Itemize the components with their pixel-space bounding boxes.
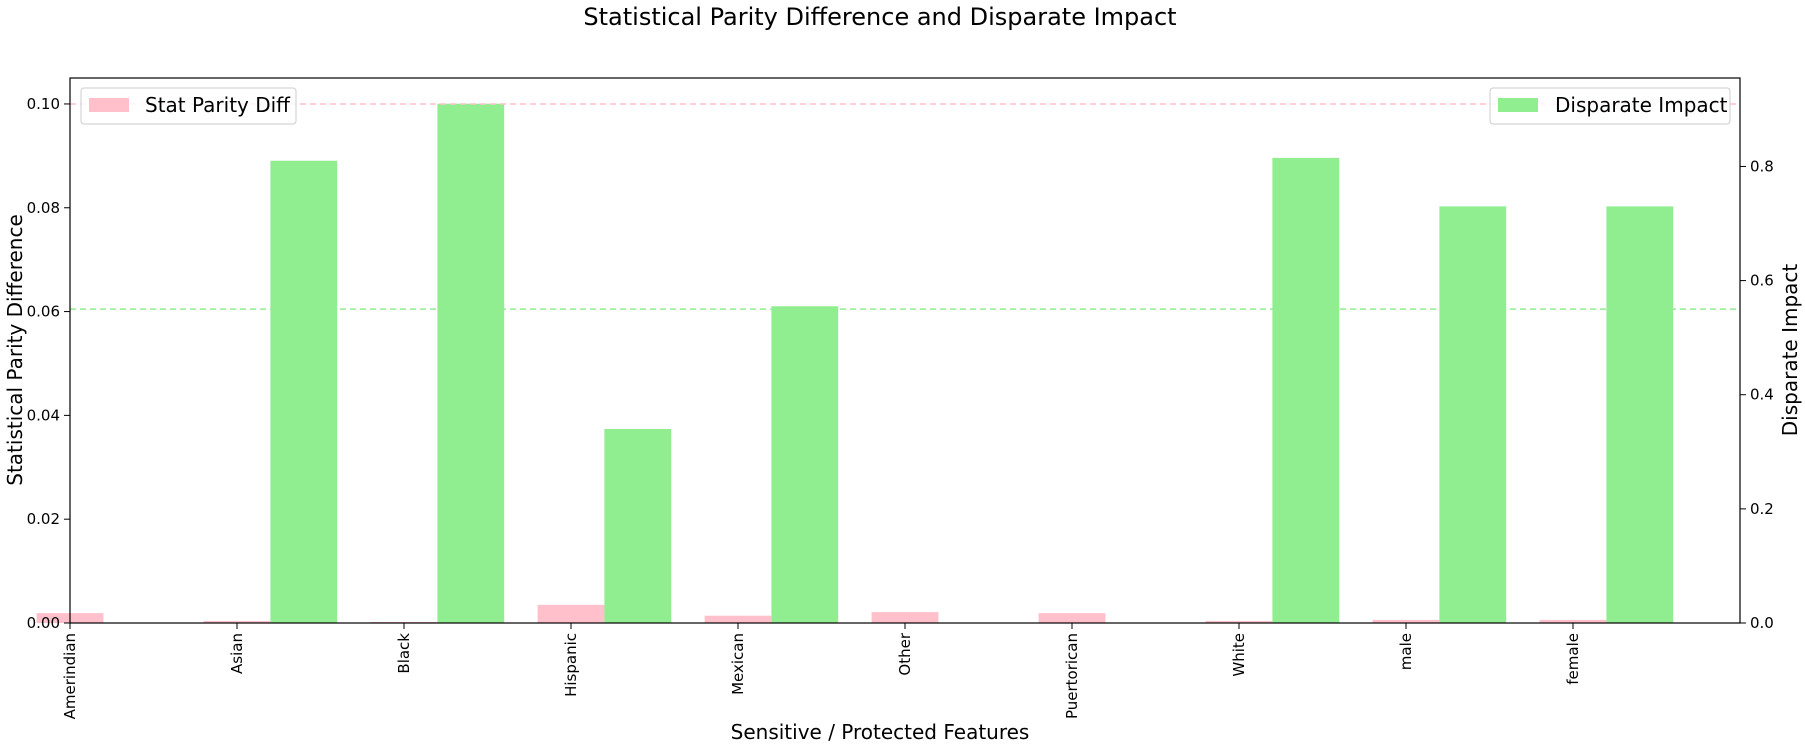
legend-swatch-disparate-impact [1498,98,1538,112]
bar-disparate-impact-male [1439,206,1507,623]
bar-disparate-impact-black [437,103,505,624]
x-tick-label-amerindian: Amerindian [61,633,79,719]
chart-title: Statistical Parity Difference and Dispar… [583,3,1176,31]
x-tick-label-male: male [1397,633,1415,670]
bar-stat-parity-diff-female [1539,619,1607,623]
legend-left-box [80,87,297,125]
bar-disparate-impact-mexican [771,306,839,623]
legend-label-disparate-impact: Disparate Impact [1555,93,1728,117]
x-tick-label-hispanic: Hispanic [562,633,580,697]
bar-stat-parity-diff-hispanic [537,604,605,623]
y-tick-label-left: 0.00 [27,614,60,632]
bar-disparate-impact-white [1272,157,1340,623]
plot-area: 0.00 0.02 0.04 0.06 0.08 0.10 0.0 0.2 0.4 0.6 0.8 A… [27,77,1774,719]
y-axis-label-left: Statistical Parity Difference [3,214,27,486]
bar-stat-parity-diff-asian [203,620,271,623]
y-tick-label-left: 0.04 [27,406,60,424]
legend-right-box [1489,87,1731,125]
y-tick-label-left: 0.06 [27,303,60,321]
y-tick-label-right: 0.4 [1750,386,1774,404]
y-tick-label-right: 0.2 [1750,500,1774,518]
x-tick-label-puertorican: Puertorican [1063,633,1081,719]
y-tick-label-left: 0.08 [27,199,60,217]
legend-swatch-stat-parity-diff [89,98,129,112]
x-tick-label-white: White [1230,633,1248,677]
x-tick-label-black: Black [395,633,413,674]
bar-stat-parity-diff-white [1205,620,1273,623]
x-tick-label-female: female [1564,633,1582,685]
y-tick-label-left: 0.10 [27,95,60,113]
y-axis-label-right: Disparate Impact [1778,264,1802,437]
y-tick-label-right: 0.6 [1750,272,1774,290]
x-tick-label-other: Other [896,632,914,675]
bar-disparate-impact-hispanic [604,428,672,623]
bar-disparate-impact-female [1606,206,1674,623]
legend-label-stat-parity-diff: Stat Parity Diff [145,93,291,117]
x-axis-label: Sensitive / Protected Features [731,720,1030,744]
bar-stat-parity-diff-male [1372,619,1440,623]
x-tick-label-mexican: Mexican [729,633,747,695]
bar-stat-parity-diff-other [871,612,939,623]
y-tick-label-right: 0.8 [1750,157,1774,175]
x-tick-label-asian: Asian [228,633,246,674]
bar-disparate-impact-asian [270,160,338,623]
y-tick-label-right: 0.0 [1750,614,1774,632]
bar-stat-parity-diff-puertorican [1038,613,1106,623]
bar-stat-parity-diff-mexican [704,615,772,623]
y-tick-label-left: 0.02 [27,510,60,528]
